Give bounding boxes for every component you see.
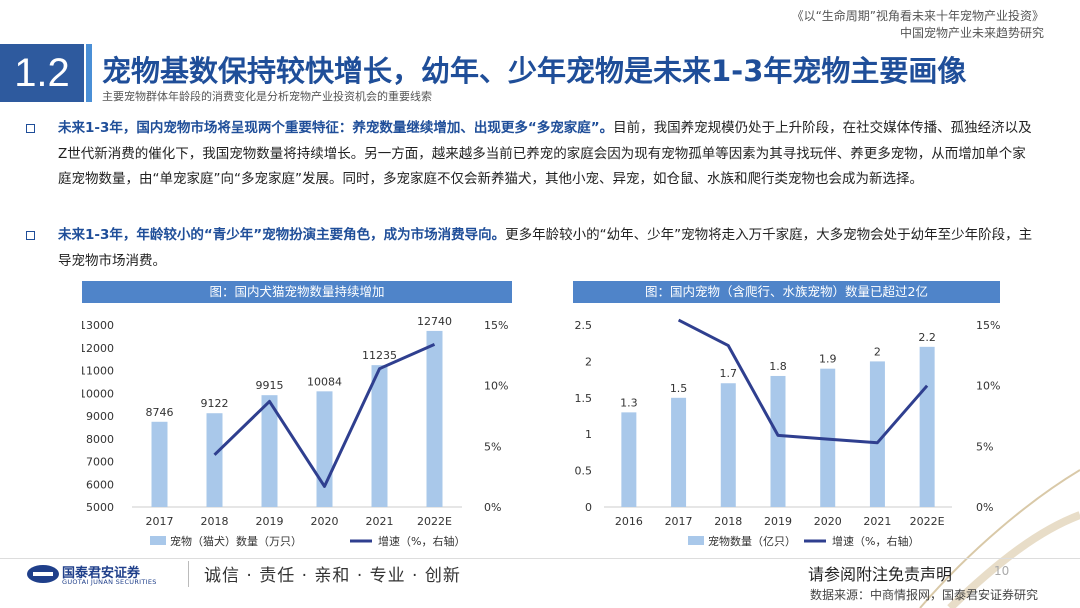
bar	[720, 383, 736, 507]
right-axis-tick-label: 0%	[976, 501, 993, 514]
x-axis-tick-label: 2016	[615, 515, 643, 528]
left-axis-tick-label: 0	[585, 501, 592, 514]
x-axis-tick-label: 2020	[311, 515, 339, 528]
left-axis-tick-label: 11000	[82, 365, 114, 378]
bar-value-label: 2	[874, 345, 881, 358]
growth-rate-line	[677, 318, 929, 445]
bar	[426, 330, 443, 507]
bar-value-label: 1.9	[819, 353, 837, 366]
left-axis-tick-label: 0.5	[575, 465, 593, 478]
x-axis-tick-label: 2017	[146, 515, 174, 528]
x-axis-tick-label: 2021	[366, 515, 394, 528]
bar	[671, 397, 687, 507]
x-axis-tick-label: 2018	[201, 515, 229, 528]
bar-value-label: 1.3	[620, 396, 638, 409]
x-axis-tick-label: 2017	[665, 515, 693, 528]
right-axis-tick-label: 15%	[976, 319, 1000, 332]
bullet-paragraph-1: 未来1-3年，国内宠物市场将呈现两个重要特征：养宠数量继续增加、出现更多“多宠家…	[26, 116, 1033, 193]
right-axis-tick-label: 10%	[484, 380, 508, 393]
bar	[919, 346, 935, 507]
report-subtitle: 中国宠物产业未来趋势研究	[899, 26, 1044, 40]
right-axis-tick-label: 15%	[484, 319, 508, 332]
legend-bar-label: 宠物（猫犬）数量（万只）	[170, 534, 302, 548]
square-bullet-icon	[26, 124, 35, 133]
right-axis-tick-label: 10%	[976, 380, 1000, 393]
bar-value-label: 8746	[146, 406, 174, 419]
bar-value-label: 1.5	[670, 382, 688, 395]
section-subtitle: 主要宠物群体年龄段的消费变化是分析宠物产业投资机会的重要线索	[102, 90, 432, 103]
report-title: 《以“生命周期”视角看未来十年宠物产业投资》	[791, 9, 1044, 23]
bar-value-label: 2.2	[918, 331, 936, 344]
bar	[371, 365, 388, 507]
right-axis-tick-label: 5%	[484, 440, 501, 453]
page-number: 10	[994, 564, 1010, 578]
legend-bar-swatch	[150, 536, 166, 545]
left-axis-tick-label: 10000	[82, 387, 114, 400]
bar-value-label: 11235	[362, 349, 397, 362]
square-bullet-icon	[26, 231, 35, 240]
bar	[261, 395, 278, 507]
bullet-paragraph-2: 未来1-3年，年龄较小的“青少年”宠物扮演主要角色，成为市场消费导向。更多年龄较…	[26, 223, 1033, 274]
bar	[206, 413, 223, 507]
growth-rate-line	[213, 343, 436, 488]
bullet-highlight: 未来1-3年，年龄较小的“青少年”宠物扮演主要角色，成为市场消费导向。	[58, 227, 506, 243]
bar	[869, 361, 885, 507]
left-axis-tick-label: 9000	[86, 410, 114, 423]
section-title: 宠物基数保持较快增长，幼年、少年宠物是未来1-3年宠物主要画像	[102, 54, 967, 88]
bar-value-label: 10084	[307, 375, 342, 388]
bar-value-label: 12740	[417, 315, 452, 328]
title-accent-bar	[86, 44, 92, 102]
footer-separator	[188, 561, 189, 587]
bullet-highlight: 未来1-3年，国内宠物市场将呈现两个重要特征：养宠数量继续增加、出现更多“多宠家…	[58, 120, 614, 136]
x-axis-tick-label: 2022E	[910, 515, 945, 528]
chart-1-title: 图：国内犬猫宠物数量持续增加	[82, 281, 512, 303]
chart-2-title: 图：国内宠物（含爬行、水族宠物）数量已超过2亿	[573, 281, 1000, 303]
bar-value-label: 1.7	[720, 367, 738, 380]
left-axis-tick-label: 1.5	[575, 392, 593, 405]
x-axis-tick-label: 2021	[863, 515, 891, 528]
x-axis-tick-label: 2019	[256, 515, 284, 528]
data-source: 数据来源：中商情报网，国泰君安证券研究	[810, 588, 1039, 602]
left-axis-tick-label: 6000	[86, 478, 114, 491]
company-name-en: GUOTAI JUNAN SECURITIES	[62, 578, 157, 586]
bar-value-label: 9915	[256, 379, 284, 392]
bar-value-label: 9122	[201, 397, 229, 410]
legend-line-label: 增速（%，右轴）	[832, 534, 919, 548]
bar-value-label: 1.8	[769, 360, 787, 373]
report-header: 《以“生命周期”视角看未来十年宠物产业投资》 中国宠物产业未来趋势研究	[792, 8, 1044, 42]
chart-1: 13000 12000 11000 10000 9000 8000 7000 6000 5000…	[82, 315, 508, 548]
left-axis-tick-label: 2	[585, 355, 592, 368]
left-axis-tick-label: 8000	[86, 433, 114, 446]
x-axis-tick-label: 2018	[714, 515, 742, 528]
x-axis-tick-label: 2022E	[417, 515, 452, 528]
bullet-text: 目前，我国养宠规模仍处于上升阶段，在社交媒体传播、孤独经济以及Z世代新消费的催化…	[58, 120, 1032, 187]
left-axis-tick-label: 12000	[82, 342, 114, 355]
bar	[621, 412, 637, 507]
bar	[770, 375, 786, 507]
corner-decoration	[919, 469, 1080, 608]
footer-divider	[0, 558, 1080, 559]
left-axis-tick-label: 5000	[86, 501, 114, 514]
bar	[151, 421, 168, 507]
left-axis-tick-label: 2.5	[575, 319, 593, 332]
x-axis-tick-label: 2020	[814, 515, 842, 528]
chart-2: 2.5 2 1.5 1 0.5 0 15% 10% 5% 0% 1.3 2016 1.5 2017 1.7 2…	[575, 318, 1000, 548]
right-axis-tick-label: 5%	[976, 440, 993, 453]
company-name: 国泰君安证券	[62, 566, 141, 581]
x-axis-tick-label: 2019	[764, 515, 792, 528]
section-number: 1.2	[0, 44, 84, 102]
legend-bar-swatch	[688, 536, 704, 545]
bullet-text: 更多年龄较小的“幼年、少年”宠物将走入万千家庭，大多宠物会处于幼年至少年阶段，主…	[58, 227, 1033, 269]
company-logo-icon	[27, 565, 59, 583]
left-axis-tick-label: 1	[585, 428, 592, 441]
company-slogan: 诚信 · 责任 · 亲和 · 专业 · 创新	[204, 566, 461, 586]
right-axis-tick-label: 0%	[484, 501, 501, 514]
disclaimer-note: 请参阅附注免责声明	[808, 565, 953, 584]
bar	[316, 391, 333, 507]
left-axis-tick-label: 7000	[86, 456, 114, 469]
legend-line-label: 增速（%，右轴）	[378, 534, 465, 548]
legend-bar-label: 宠物数量（亿只）	[708, 534, 796, 548]
left-axis-tick-label: 13000	[82, 319, 114, 332]
